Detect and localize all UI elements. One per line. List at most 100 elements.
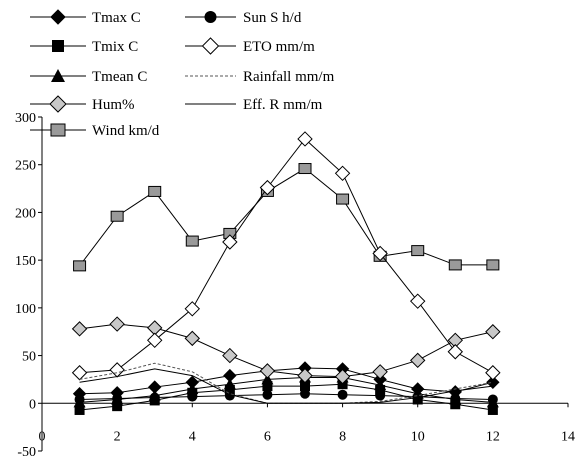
legend-marker [52, 40, 64, 52]
legend-label: Wind km/d [92, 123, 160, 139]
legend-label: Tmax C [92, 10, 141, 26]
data-point [110, 210, 124, 222]
legend-label: Tmix C [92, 39, 138, 55]
y-tick-label: 300 [15, 111, 36, 126]
data-point [187, 391, 198, 402]
series-line [79, 167, 493, 267]
data-point [259, 363, 276, 379]
data-point [73, 260, 87, 272]
data-point [412, 391, 423, 402]
data-point [149, 392, 160, 403]
data-point [298, 163, 312, 175]
data-point [185, 235, 199, 247]
y-tick-label: 0 [29, 397, 36, 412]
y-tick-label: 150 [15, 254, 36, 269]
y-tick-label: 250 [15, 159, 36, 174]
legend-item: Hum% [30, 95, 135, 113]
x-tick-label: 12 [486, 429, 500, 444]
data-point [447, 344, 463, 360]
series-sun-s-h-d [74, 388, 498, 405]
data-point [372, 245, 388, 262]
data-point [410, 293, 426, 309]
data-point [74, 404, 85, 415]
series-line [79, 368, 493, 404]
data-point [262, 381, 273, 392]
legend-item: ETO mm/m [185, 37, 315, 55]
y-tick-label: 200 [15, 206, 36, 221]
legend-item: Tmix C [30, 39, 138, 55]
data-point [184, 301, 200, 317]
series-line [79, 383, 493, 411]
data-point [485, 324, 501, 340]
x-tick-label: 6 [264, 429, 271, 444]
x-tick-label: 14 [561, 429, 575, 444]
data-point [487, 404, 498, 415]
data-point [411, 245, 425, 257]
data-point [334, 165, 351, 182]
data-point [300, 381, 310, 392]
data-point [297, 367, 313, 384]
data-point [71, 365, 88, 381]
data-point [112, 401, 123, 412]
data-point [71, 321, 88, 337]
data-point [486, 375, 500, 389]
y-tick-label: 50 [22, 350, 36, 365]
legend-item: Eff. R mm/m [185, 97, 323, 113]
legend-label: Tmean C [92, 69, 147, 85]
data-point [300, 388, 310, 399]
legend-marker [50, 123, 66, 137]
data-point [485, 365, 501, 381]
data-point [262, 389, 273, 400]
data-point [336, 193, 350, 205]
data-point [334, 368, 351, 385]
series-line [79, 138, 494, 374]
data-point [337, 389, 348, 400]
series-eff-r-mm-m [79, 368, 493, 404]
x-tick-label: 0 [39, 429, 46, 444]
data-point [297, 131, 313, 147]
legend-marker [201, 37, 220, 55]
series-line [79, 377, 493, 403]
legend-item: Tmean C [30, 69, 147, 85]
legend-item: Wind km/d [30, 123, 160, 139]
legend-marker [204, 11, 217, 23]
data-point [261, 373, 274, 385]
data-point [374, 379, 387, 391]
data-point [487, 394, 498, 405]
data-point [74, 394, 85, 405]
data-point [186, 382, 199, 394]
series-eto-mm-m [71, 131, 501, 381]
data-point [147, 332, 163, 349]
data-point [184, 330, 200, 347]
legend-marker [49, 95, 67, 113]
legend-marker [50, 9, 66, 25]
legend-item: Tmax C [30, 9, 141, 26]
data-point [112, 393, 123, 404]
data-point [148, 185, 162, 197]
x-tick-label: 2 [114, 429, 121, 444]
x-tick-label: 10 [411, 429, 425, 444]
legend-label: Sun S h/d [243, 10, 302, 26]
data-point [372, 364, 388, 380]
legend-label: Eff. R mm/m [243, 97, 323, 113]
legend-label: Rainfall mm/m [243, 69, 335, 85]
data-point [109, 362, 125, 378]
data-point [222, 234, 238, 250]
legend-item: Rainfall mm/m [185, 69, 335, 85]
legend-label: ETO mm/m [243, 39, 315, 55]
data-point [109, 316, 125, 332]
legend-label: Hum% [92, 97, 135, 113]
x-tick-label: 8 [339, 429, 346, 444]
data-point [222, 347, 238, 364]
x-tick-label: 4 [189, 429, 196, 444]
legend-item: Sun S h/d [185, 10, 302, 26]
data-point [223, 378, 236, 390]
series-wind-km-d [73, 163, 500, 272]
data-point [410, 352, 426, 369]
y-tick-label: 100 [15, 302, 36, 317]
series-hum [71, 316, 501, 385]
data-point [375, 390, 386, 401]
data-point [259, 179, 276, 196]
series-line [79, 367, 493, 395]
